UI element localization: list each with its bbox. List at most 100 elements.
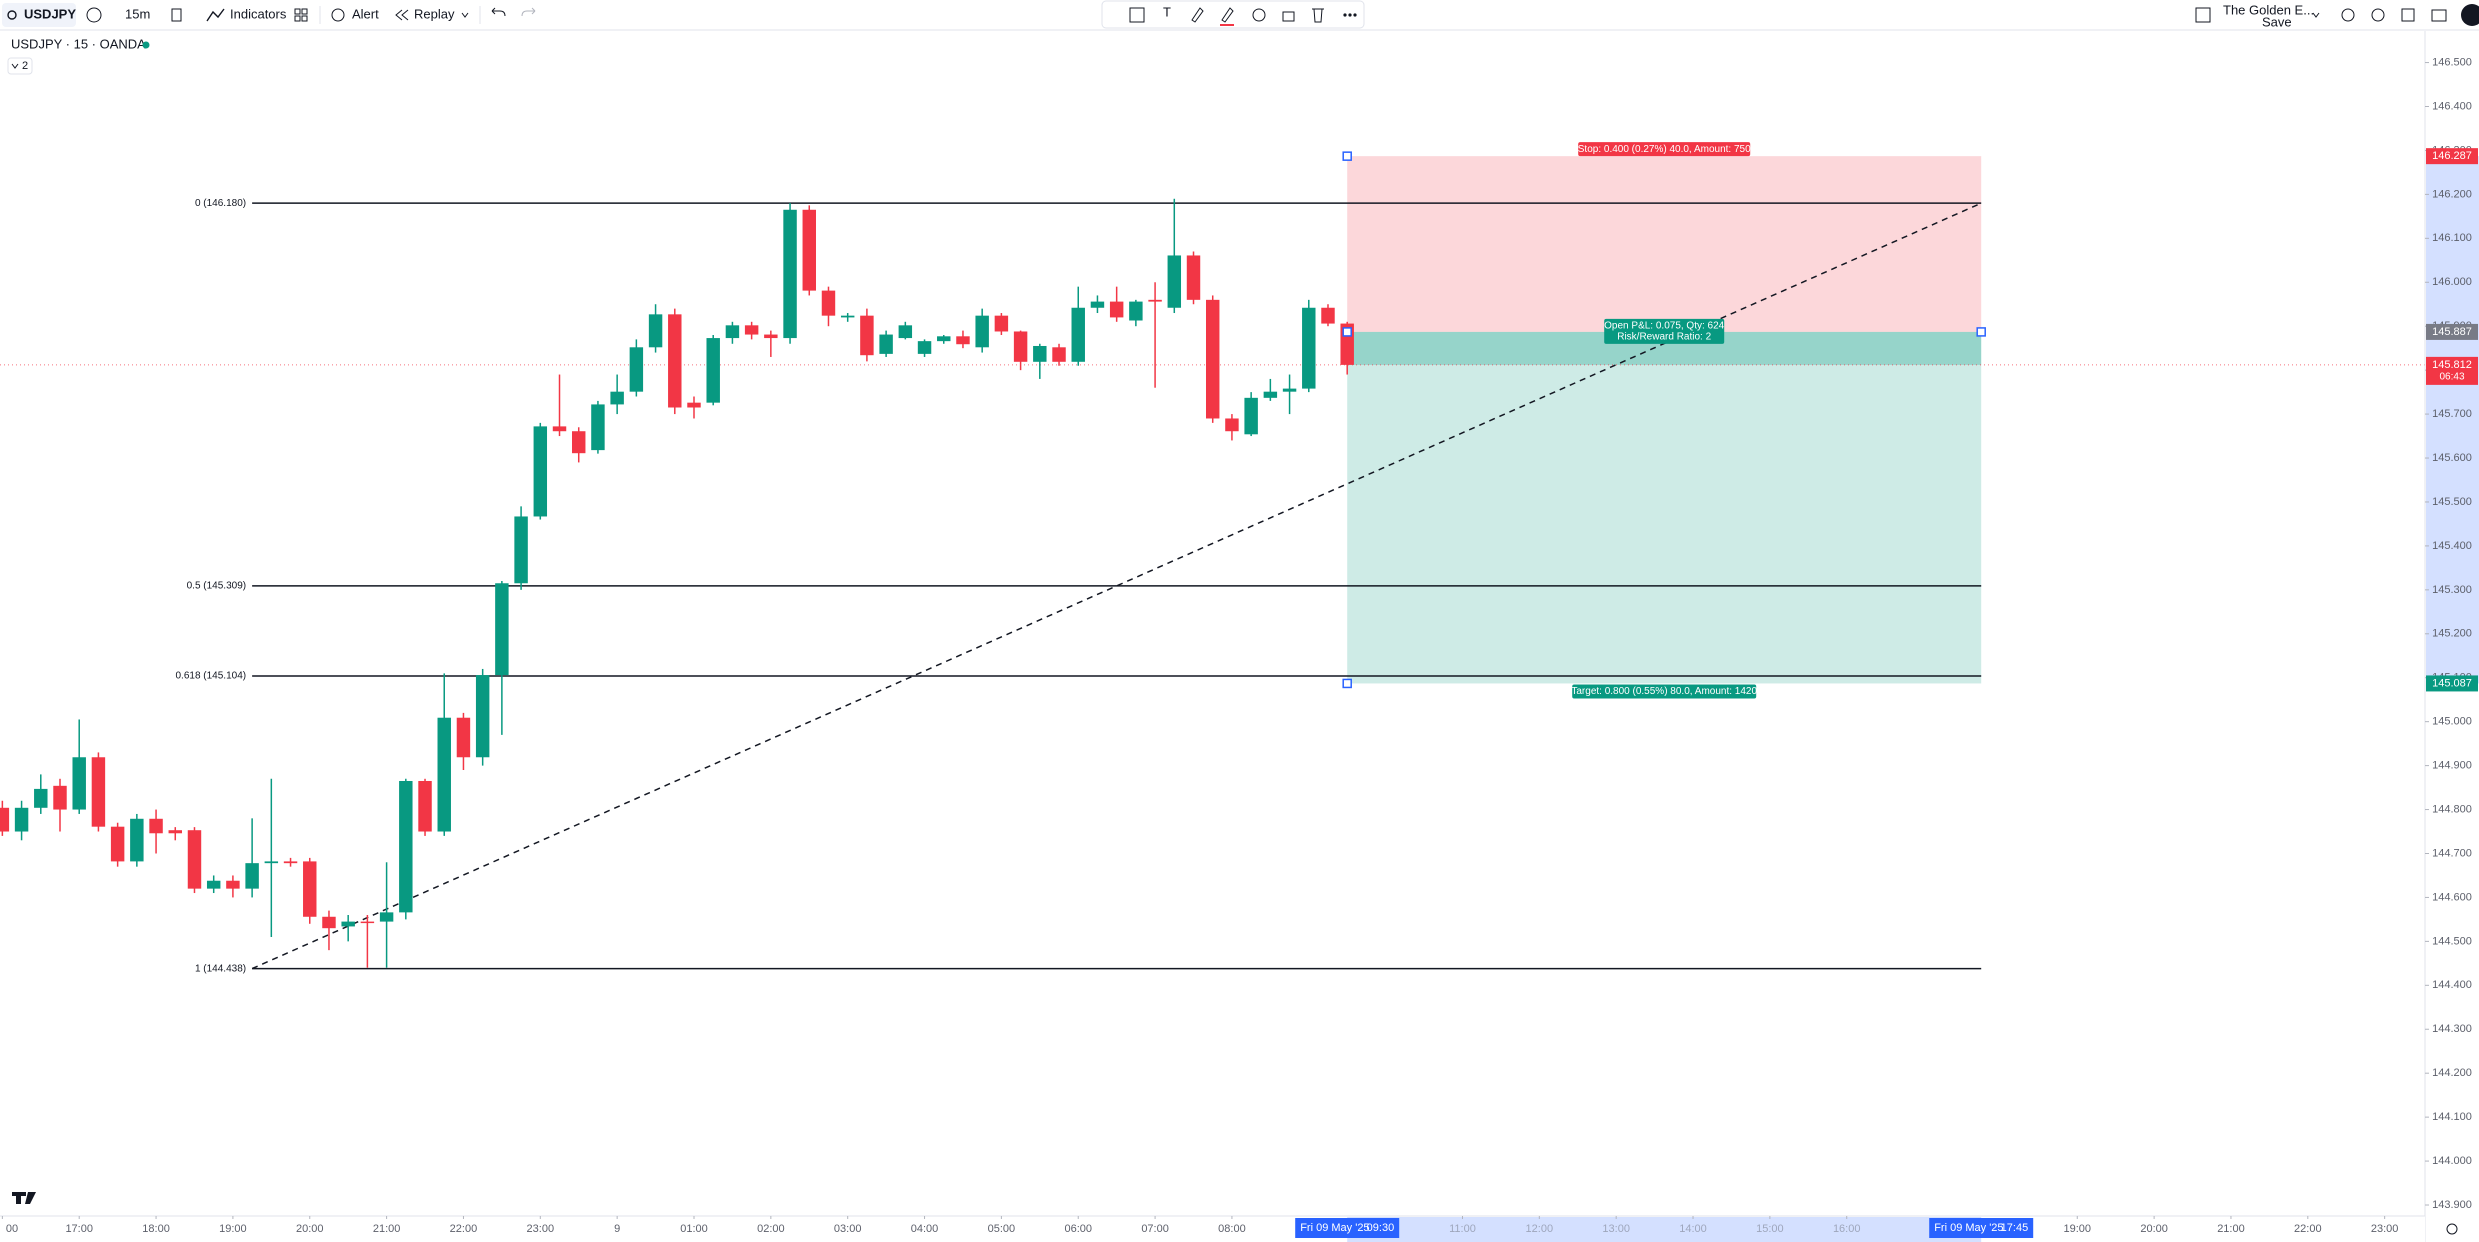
compare-icon[interactable] [86,7,102,23]
layout-icon[interactable] [2195,7,2211,23]
interval[interactable]: 15m [125,6,150,21]
y-tick-label: 144.200 [2432,1067,2472,1079]
candle-body [879,334,893,354]
x-tick-label: 20:00 [2140,1223,2168,1235]
redo[interactable] [521,7,536,17]
indicators-button[interactable]: Indicators [230,6,287,21]
y-tick-label: 144.100 [2432,1111,2472,1123]
candle-body [937,336,951,342]
x-tick-label: 06:00 [1064,1223,1092,1235]
candle-body [1263,391,1278,398]
x-tick-label: 16:00 [1833,1223,1861,1235]
candle-body [168,830,182,834]
y-tick-label: 145.200 [2432,628,2472,640]
target-label: Target: 0.800 (0.55%) 80.0, Amount: 1420 [1571,686,1757,697]
time-tag-time: 17:45 [2001,1222,2029,1234]
candle-body [53,785,67,810]
candle-body [206,880,221,889]
stop-label-box [1578,142,1751,157]
time-tag [1929,1218,2034,1238]
fib-label: 0.618 (145.104) [175,671,246,682]
delete-tool[interactable] [1312,8,1324,23]
chevron[interactable] [461,12,469,18]
fullscreen[interactable] [2401,8,2415,22]
logo [12,1192,36,1204]
chart-type-icon[interactable] [171,8,182,22]
chevron[interactable] [2312,12,2320,18]
x-tick-label: 19:00 [2063,1223,2091,1235]
x-tick-label: 08:00 [1218,1223,1246,1235]
time-range-highlight [1347,1217,1982,1242]
x-tick-label: 11:00 [1449,1223,1476,1235]
more[interactable] [1343,13,1347,17]
candle-body [1052,347,1066,362]
templates-icon [301,8,308,15]
drawing-tool[interactable] [1191,7,1204,23]
layout-name[interactable]: The Golden E... [2223,2,2314,17]
y-tick-label: 145.300 [2432,584,2472,596]
candle-body [514,516,528,584]
time-axis [0,1216,2425,1242]
candle-body [360,921,375,924]
legend-title: USDJPY · 15 · OANDA [11,36,146,51]
replay-button[interactable]: Replay [414,6,455,21]
drawing-tool[interactable] [1129,7,1145,23]
candle-body [1225,418,1239,432]
candle-body [1129,301,1143,321]
symbol-box[interactable] [2,3,76,27]
candle-body [1282,388,1297,392]
candle-body [610,391,624,405]
x-tick-label: 12:00 [1526,1223,1554,1235]
lock-tool[interactable] [1282,11,1295,22]
candle-body [303,861,317,917]
symbol[interactable]: USDJPY [24,6,76,21]
legend-count[interactable]: 2 [22,60,28,72]
stop-label: Stop: 0.400 (0.27%) 40.0, Amount: 750 [1578,144,1751,155]
candle-body [1244,397,1258,435]
price-tag-label: 145.087 [2432,677,2472,689]
pnl-label-box [1604,318,1725,344]
price-axis [2425,31,2479,1242]
candle-body [149,818,163,834]
x-tick-label: 13:00 [1602,1223,1630,1235]
candle-body [1071,307,1085,362]
candle-body [533,426,548,517]
alert-button[interactable]: Alert [352,6,379,21]
undo[interactable] [491,7,506,17]
rr-label: Risk/Reward Ratio: 2 [1617,332,1711,343]
save-status[interactable]: Save [2262,14,2292,29]
top-toolbar: USDJPY 15m Indicators Alert Replay T The… [0,0,2479,31]
templates-icon[interactable] [294,8,301,15]
candle-body [1033,345,1047,362]
text-tool-glyph[interactable]: T [1163,4,1171,19]
top-icon[interactable] [2341,8,2355,22]
collapse-box[interactable] [7,57,33,75]
candle-body [725,325,740,339]
x-tick-label: 01:00 [680,1223,708,1235]
candle-body [91,757,106,827]
snapshot[interactable] [2431,9,2447,22]
candle-body [1205,299,1220,419]
drawing-tool[interactable] [1252,8,1266,22]
y-tick-label: 145.500 [2432,496,2472,508]
fib-label: 0 (146.180) [195,198,246,209]
alert-icon [331,8,345,22]
candle-body [1167,255,1182,308]
candle-body [956,336,970,345]
x-tick-label: 14:00 [1679,1223,1707,1235]
profile[interactable] [2461,4,2479,26]
x-tick-label: 17:00 [65,1223,93,1235]
candle-body [418,780,432,832]
market-status [142,41,150,49]
top-icon[interactable] [2371,8,2385,22]
drawing-tool[interactable] [1221,7,1234,23]
settings-icon[interactable] [2446,1223,2458,1235]
x-tick-label: 22:00 [2294,1223,2322,1235]
candle-body [322,916,336,929]
candle-body [34,788,48,808]
candle-body [668,314,682,408]
price-tag [2426,675,2478,692]
